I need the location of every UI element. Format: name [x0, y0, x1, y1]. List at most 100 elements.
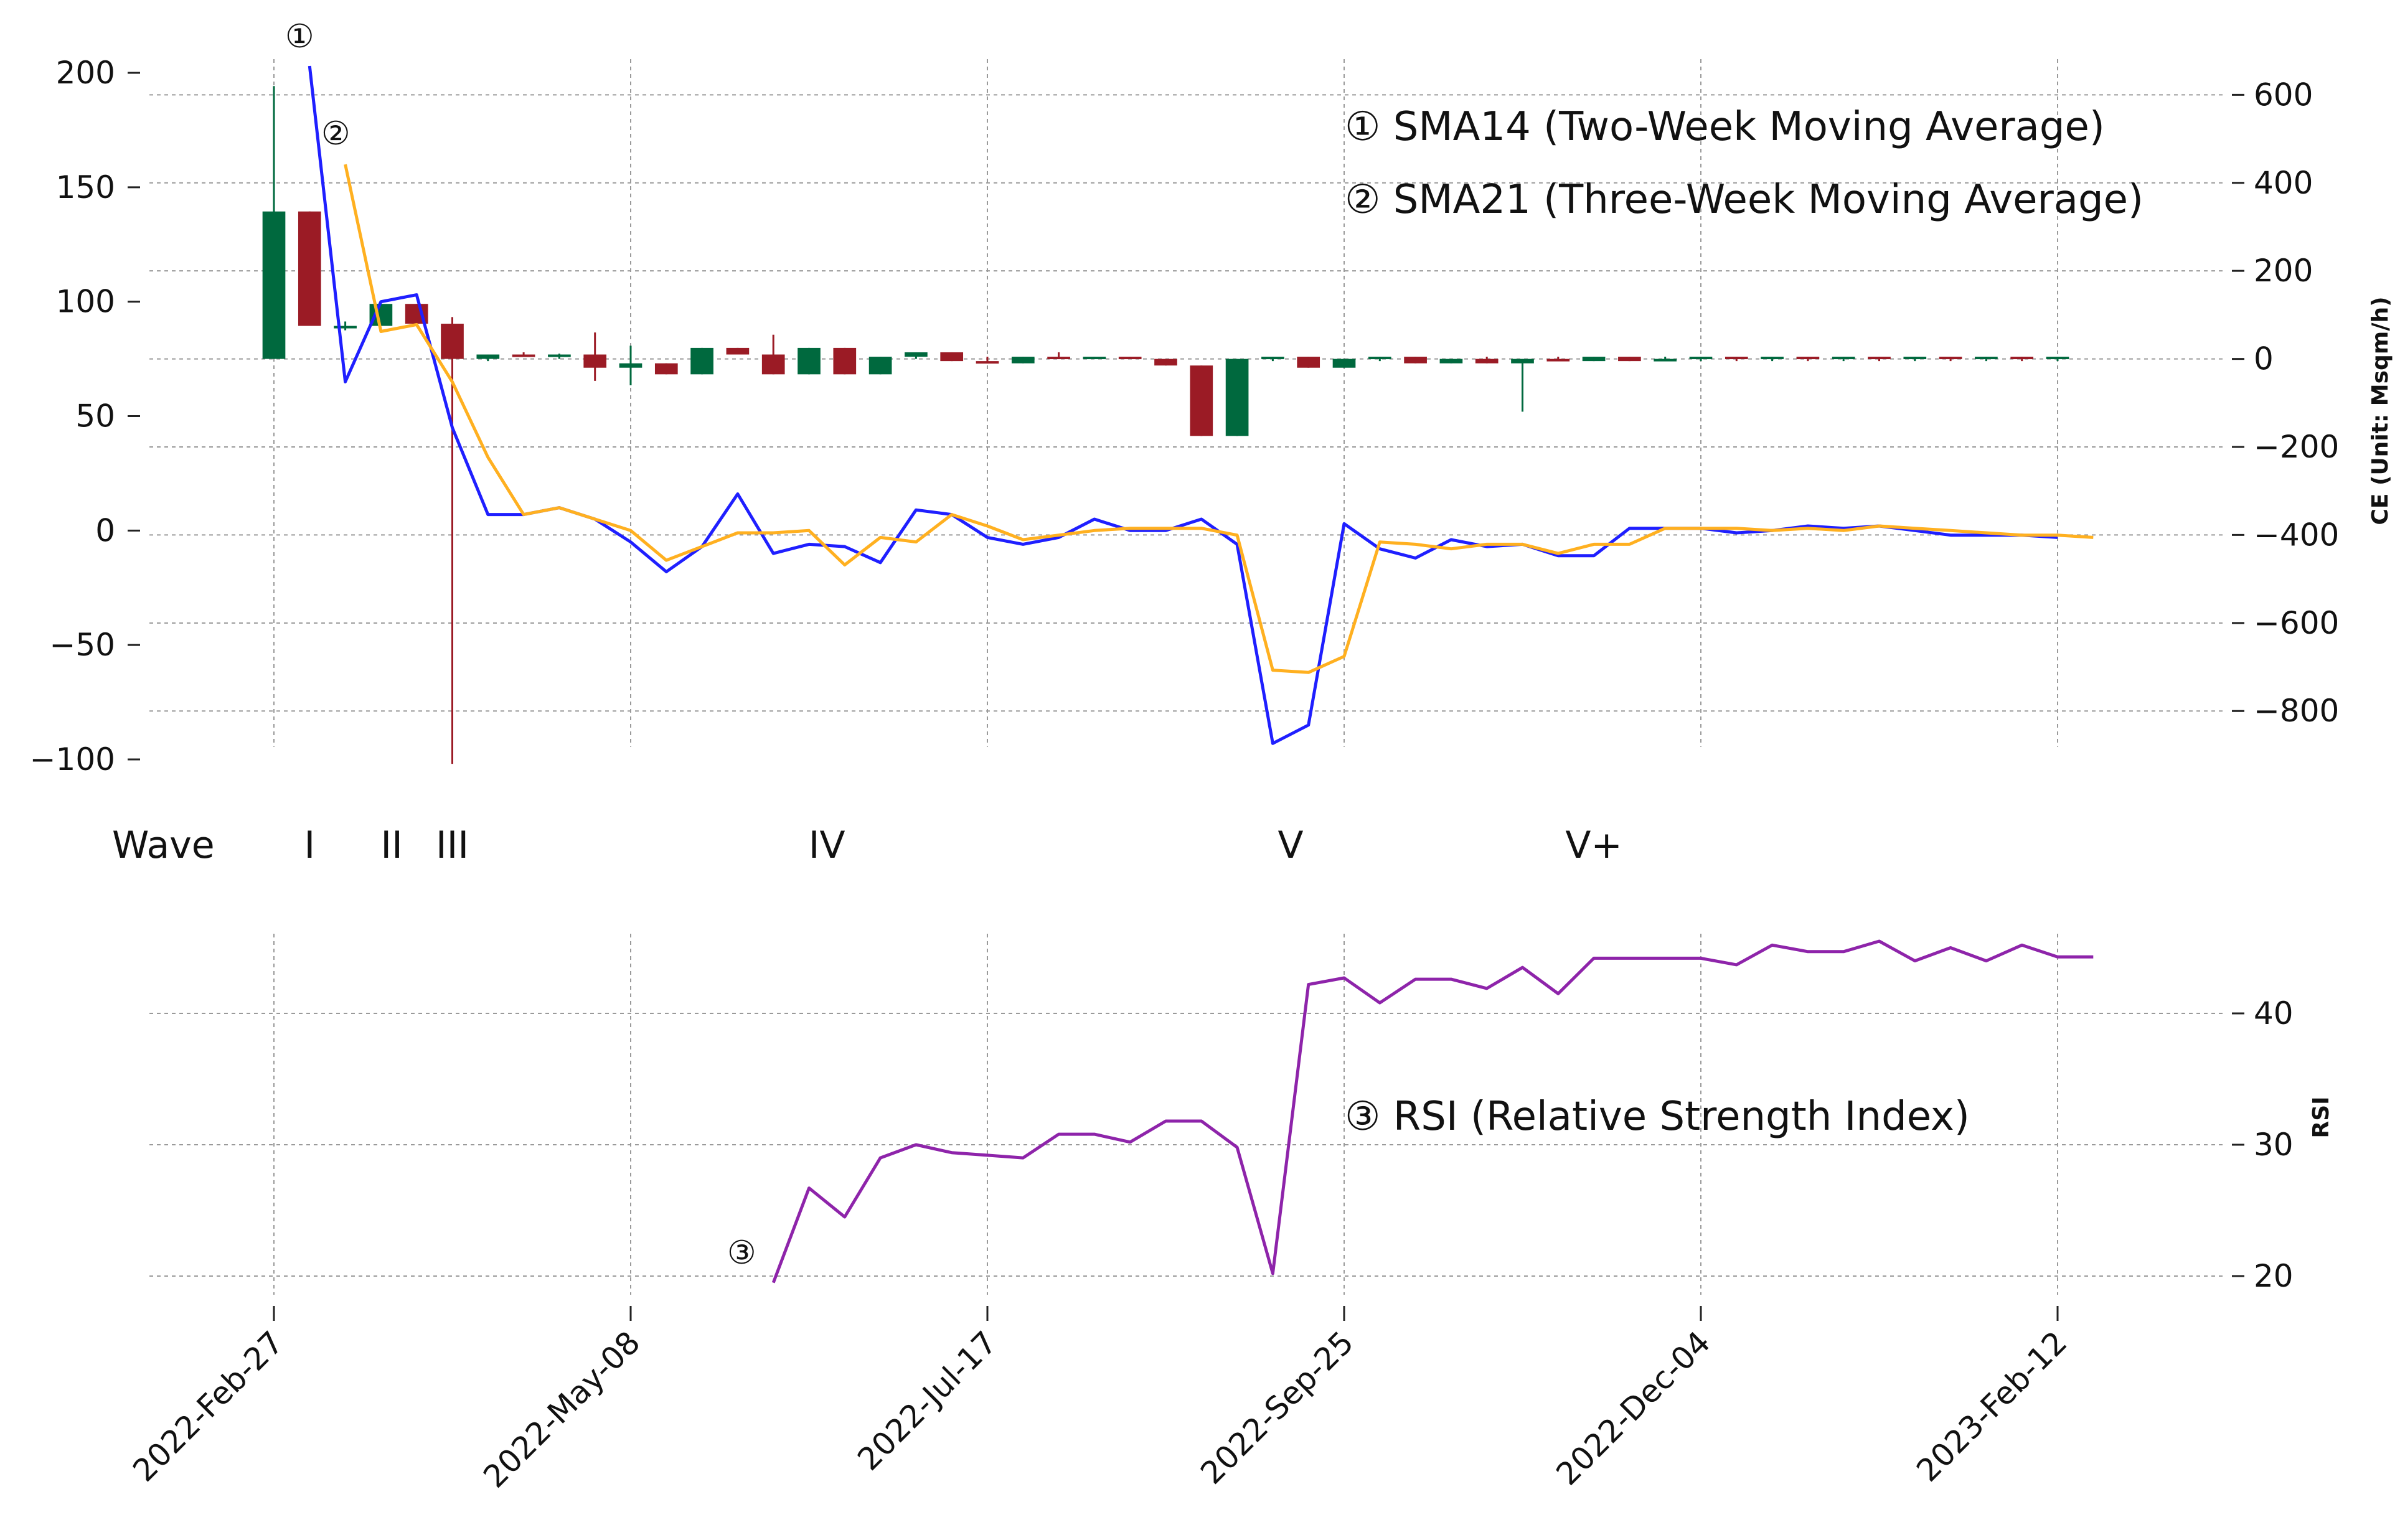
candle-22 [1047, 352, 1070, 360]
rsi-line [771, 939, 2094, 1284]
candle-31 [1368, 357, 1391, 362]
candle-body-8 [548, 354, 571, 357]
candle-body-33 [1439, 359, 1463, 364]
left-tick-label-3: 50 [75, 398, 115, 434]
candle-body-48 [1975, 357, 1998, 360]
candle-body-14 [761, 354, 785, 375]
bottom-panel-grid [149, 934, 2226, 1295]
candle-8 [548, 354, 571, 359]
sma21-annotation: ② SMA21 (Three-Week Moving Average) [1345, 177, 2144, 223]
candle-15 [798, 347, 821, 375]
marker-rsi: ③ [727, 1234, 756, 1272]
candle-28 [1261, 357, 1284, 362]
candle-41 [1725, 357, 1748, 362]
candle-40 [1689, 357, 1713, 362]
rsi-series [771, 939, 2094, 1284]
candle-25 [1154, 359, 1177, 366]
candle-38 [1618, 357, 1641, 362]
right-tick-label-6: 400 [2254, 165, 2313, 201]
candle-43 [1796, 357, 1820, 362]
rsi-annotation: ③ RSI (Relative Strength Index) [1345, 1094, 1970, 1140]
candle-19 [940, 352, 964, 362]
candle-13 [726, 347, 750, 355]
x-tick-label-0: 2022-Feb-27 [126, 1324, 290, 1488]
candle-33 [1439, 359, 1463, 364]
x-tick-label-3: 2022-Sep-25 [1193, 1324, 1360, 1491]
candle-body-46 [1903, 357, 1927, 360]
marker-sma21: ② [321, 115, 351, 153]
candle-body-43 [1796, 357, 1820, 360]
candle-30 [1332, 359, 1356, 368]
candle-14 [761, 334, 785, 375]
left-tick-label-1: −50 [49, 627, 115, 663]
axes-ticks [128, 72, 2244, 1321]
candle-body-5 [441, 324, 464, 359]
candle-body-39 [1654, 359, 1677, 362]
candle-20 [976, 357, 999, 364]
candle-18 [905, 352, 928, 359]
candle-body-32 [1404, 357, 1427, 364]
rsi-tick-label-1: 30 [2254, 1127, 2294, 1163]
candle-47 [1939, 357, 1962, 362]
wave-label-2: III [436, 824, 469, 867]
x-tick-label-4: 2022-Dec-04 [1550, 1324, 1718, 1492]
marker-sma14: ① [285, 18, 314, 55]
candle-1 [298, 211, 321, 326]
candle-body-17 [868, 357, 892, 375]
wave-label-0: I [304, 824, 315, 867]
candle-body-13 [726, 347, 750, 355]
candle-body-6 [476, 354, 500, 359]
candle-body-25 [1154, 359, 1177, 366]
candle-body-47 [1939, 357, 1962, 360]
candle-24 [1118, 357, 1142, 360]
candle-body-2 [334, 326, 357, 329]
candle-body-22 [1047, 357, 1070, 360]
candle-body-41 [1725, 357, 1748, 360]
candle-26 [1190, 365, 1213, 436]
candle-body-15 [798, 347, 821, 375]
left-tick-label-4: 100 [56, 284, 115, 320]
sma21-line [344, 164, 2094, 674]
right-tick-label-0: −800 [2254, 693, 2339, 729]
candle-body-44 [1832, 357, 1855, 360]
rsi-tick-label-2: 40 [2254, 995, 2294, 1031]
candle-body-23 [1083, 357, 1106, 360]
x-tick-label-1: 2022-May-08 [477, 1324, 647, 1495]
candle-body-7 [512, 354, 535, 357]
candle-11 [654, 363, 678, 375]
candle-body-49 [2010, 357, 2034, 360]
wave-labels: I II III IV V V+ [304, 824, 1622, 867]
candle-29 [1297, 357, 1320, 368]
candle-body-36 [1546, 359, 1570, 362]
candle-body-35 [1511, 359, 1534, 364]
candle-body-30 [1332, 359, 1356, 368]
rsi-tick-label-0: 20 [2254, 1258, 2294, 1294]
right-tick-label-2: −400 [2254, 517, 2339, 553]
rsi-axis-title: RSI [2308, 1096, 2334, 1138]
candle-body-11 [654, 363, 678, 375]
candle-37 [1582, 357, 1606, 362]
candle-35 [1511, 359, 1534, 412]
candle-body-26 [1190, 365, 1213, 436]
candle-body-37 [1582, 357, 1606, 362]
candle-17 [868, 357, 892, 375]
candle-2 [334, 321, 357, 331]
candle-body-40 [1689, 357, 1713, 360]
x-tick-label-5: 2023-Feb-12 [1909, 1324, 2074, 1488]
sma14-line [308, 65, 2058, 745]
candle-9 [583, 332, 607, 381]
candle-body-20 [976, 361, 999, 364]
right-tick-label-3: −200 [2254, 429, 2339, 465]
candle-27 [1225, 359, 1249, 436]
wave-title: Wave [112, 824, 215, 867]
candle-body-45 [1868, 357, 1891, 360]
candle-body-29 [1297, 357, 1320, 368]
candle-body-27 [1225, 359, 1249, 436]
candle-39 [1654, 357, 1677, 362]
candle-44 [1832, 357, 1855, 362]
candle-body-28 [1261, 357, 1284, 360]
candle-body-34 [1475, 359, 1499, 364]
candle-0 [262, 86, 286, 359]
candle-16 [833, 347, 857, 375]
candle-23 [1083, 357, 1106, 360]
